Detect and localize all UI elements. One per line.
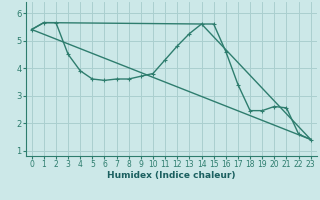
- X-axis label: Humidex (Indice chaleur): Humidex (Indice chaleur): [107, 171, 236, 180]
